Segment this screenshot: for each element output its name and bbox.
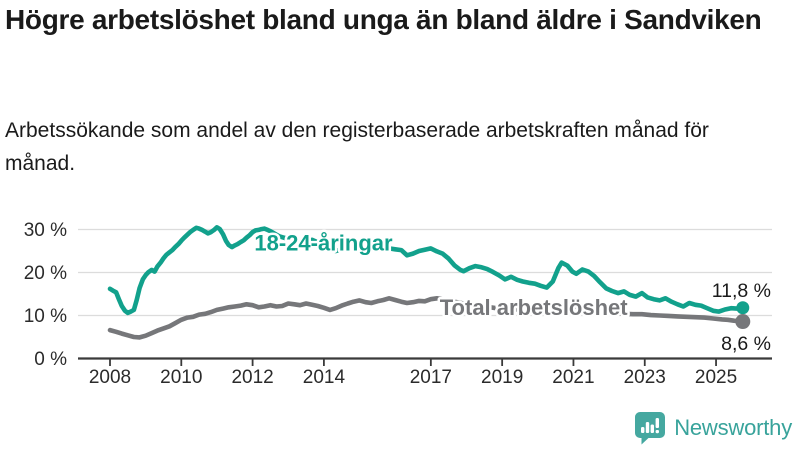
brand-name: Newsworthy — [674, 414, 792, 440]
x-axis-tick-label: 2014 — [303, 367, 346, 388]
x-axis-tick-label: 2021 — [552, 367, 594, 388]
series-inline-label: 18-24-åringar — [254, 230, 393, 255]
x-axis-tick-label: 2025 — [695, 367, 737, 388]
x-axis-tick-label: 2023 — [624, 367, 666, 388]
series-end-value-label: 8,6 % — [721, 333, 771, 355]
x-axis-tick-label: 2010 — [160, 367, 202, 388]
series-line — [107, 295, 746, 340]
x-axis-tick-label: 2008 — [89, 367, 131, 388]
x-axis-tick-label: 2019 — [481, 367, 523, 388]
series-line — [107, 225, 746, 316]
page-title: Högre arbetslöshet bland unga än bland ä… — [5, 4, 762, 35]
bar-chart-speech-bubble-icon — [635, 412, 666, 445]
x-axis-tick-label: 2017 — [410, 367, 452, 388]
chart-subtitle: Arbetssökande som andel av den registerb… — [5, 119, 709, 175]
y-axis-tick-label: 0 % — [34, 349, 67, 370]
y-axis-tick-label: 20 % — [24, 263, 67, 284]
series-end-dot — [736, 301, 750, 315]
series-inline-label: Total arbetslöshet — [440, 295, 629, 320]
newsworthy-logo[interactable]: Newsworthy — [633, 410, 792, 445]
series-end-value-label: 11,8 % — [712, 280, 771, 302]
y-axis-tick-label: 10 % — [24, 306, 67, 327]
series-end-dot — [735, 314, 751, 330]
y-axis-tick-label: 30 % — [24, 220, 67, 241]
x-axis-tick-label: 2012 — [231, 367, 273, 388]
chart-header: Högre arbetslöshet bland unga än bland ä… — [5, 2, 797, 38]
